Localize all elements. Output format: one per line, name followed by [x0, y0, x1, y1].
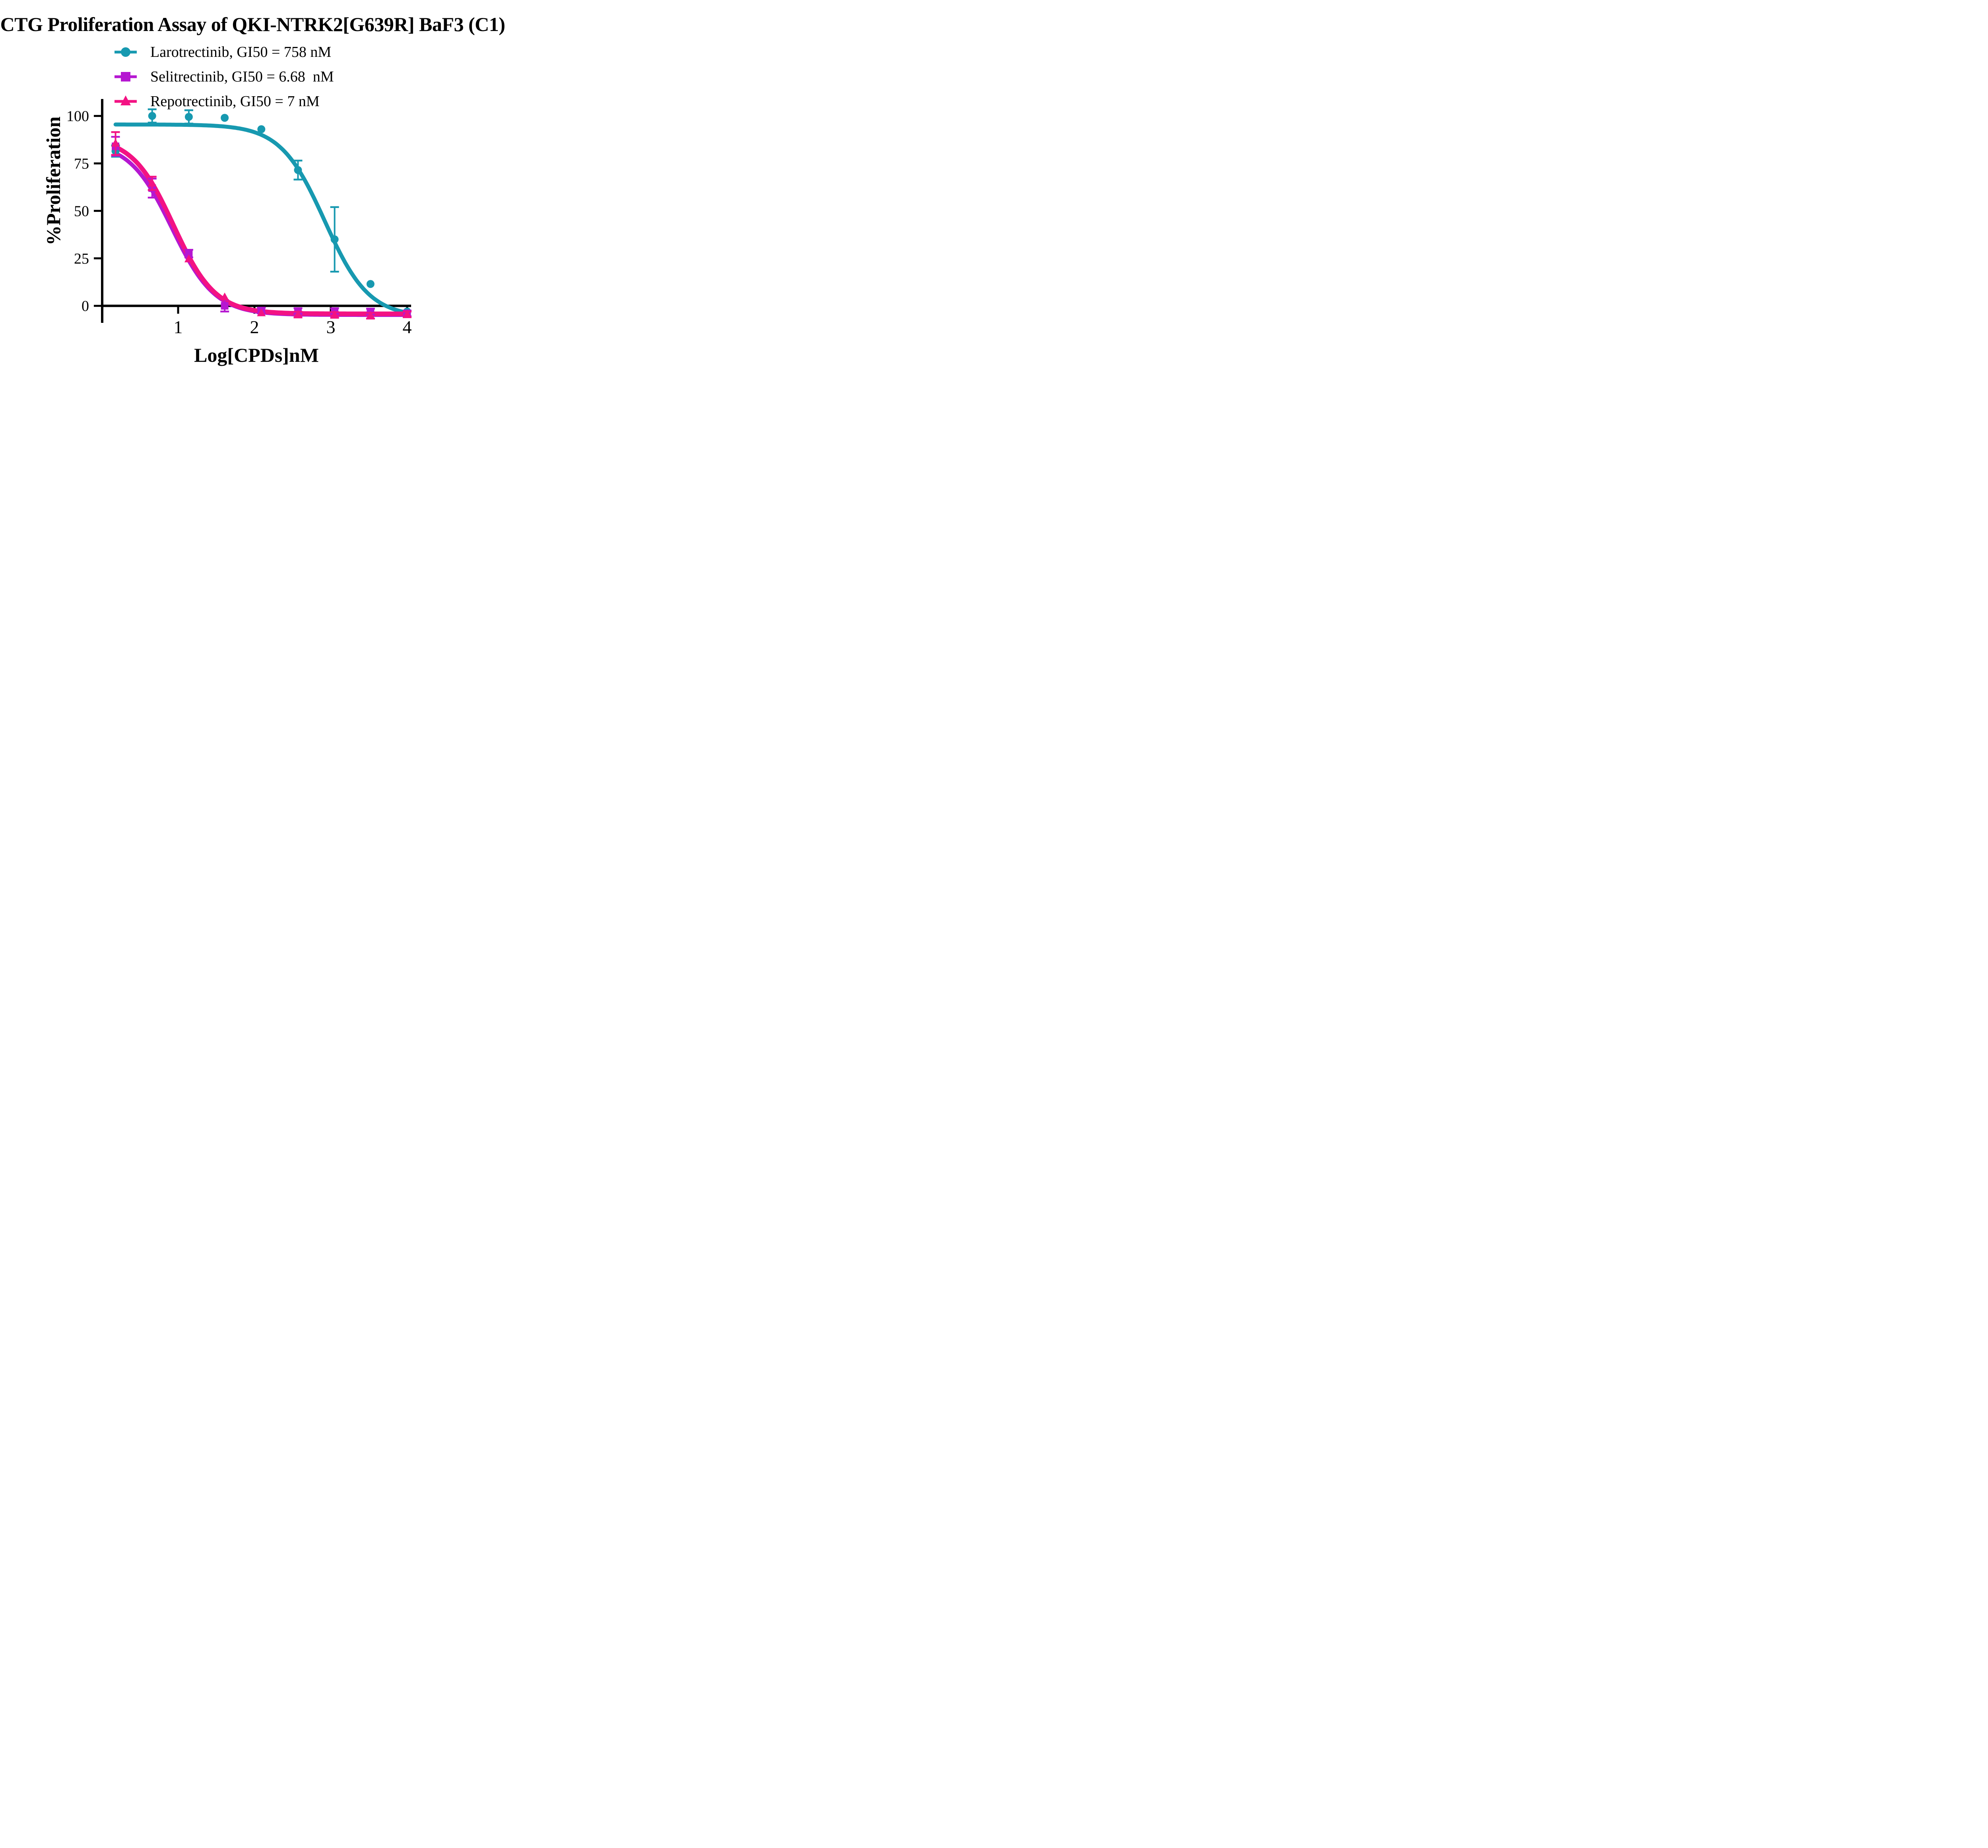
- data-point-larotrectinib: [366, 280, 375, 288]
- y-tick-label: 50: [74, 203, 89, 219]
- data-point-larotrectinib: [294, 166, 302, 174]
- series-larotrectinib: [111, 108, 411, 316]
- data-point-repotrectinib: [184, 254, 193, 262]
- x-tick-label: 1: [174, 317, 183, 337]
- legend-item-selitrectinib: Selitrectinib, GI50 = 6.68 nM: [111, 64, 334, 89]
- data-point-larotrectinib: [330, 235, 339, 244]
- legend-marker-circle-icon: [115, 47, 137, 57]
- x-tick-label: 3: [326, 317, 336, 337]
- legend-label: Larotrectinib, GI50 = 758 nM: [150, 44, 332, 60]
- plot-area: 0 25 50 75 100 1 2 3 4: [66, 99, 412, 337]
- data-point-repotrectinib: [403, 309, 412, 318]
- legend: Larotrectinib, GI50 = 758 nM Selitrectin…: [111, 40, 334, 114]
- y-tick-label: 100: [66, 108, 89, 125]
- y-tick-label: 75: [74, 155, 89, 172]
- chart-title: CTG Proliferation Assay of QKI-NTRK2[G63…: [0, 13, 505, 35]
- legend-label: Selitrectinib, GI50 = 6.68 nM: [150, 68, 334, 85]
- data-point-larotrectinib: [221, 114, 229, 122]
- y-tick-label: 0: [82, 298, 89, 314]
- data-point-repotrectinib: [148, 179, 157, 187]
- x-axis-label: Log[CPDs]nM: [194, 344, 319, 366]
- data-point-repotrectinib: [111, 138, 120, 147]
- chart-figure: CTG Proliferation Assay of QKI-NTRK2[G63…: [0, 0, 505, 370]
- y-tick-label: 25: [74, 250, 89, 267]
- legend-item-larotrectinib: Larotrectinib, GI50 = 758 nM: [111, 40, 334, 64]
- data-point-repotrectinib: [330, 310, 339, 318]
- x-tick-label: 2: [250, 317, 259, 337]
- fit-curve-larotrectinib: [113, 122, 409, 315]
- data-point-larotrectinib: [184, 113, 193, 121]
- series-repotrectinib: [111, 131, 412, 320]
- data-point-larotrectinib: [148, 112, 156, 120]
- data-point-repotrectinib: [366, 311, 375, 319]
- legend-marker-square-icon: [115, 72, 137, 82]
- data-point-selitrectinib: [185, 250, 193, 258]
- data-point-repotrectinib: [257, 308, 266, 316]
- data-point-repotrectinib: [293, 310, 303, 318]
- legend-item-repotrectinib: Repotrectinib, GI50 = 7 nM: [111, 89, 334, 114]
- data-point-larotrectinib: [257, 125, 266, 134]
- legend-marker-triangle-icon: [115, 95, 137, 105]
- data-point-selitrectinib: [221, 302, 229, 310]
- legend-label: Repotrectinib, GI50 = 7 nM: [150, 93, 320, 110]
- x-tick-label: 4: [403, 317, 412, 337]
- data-point-repotrectinib: [220, 292, 229, 301]
